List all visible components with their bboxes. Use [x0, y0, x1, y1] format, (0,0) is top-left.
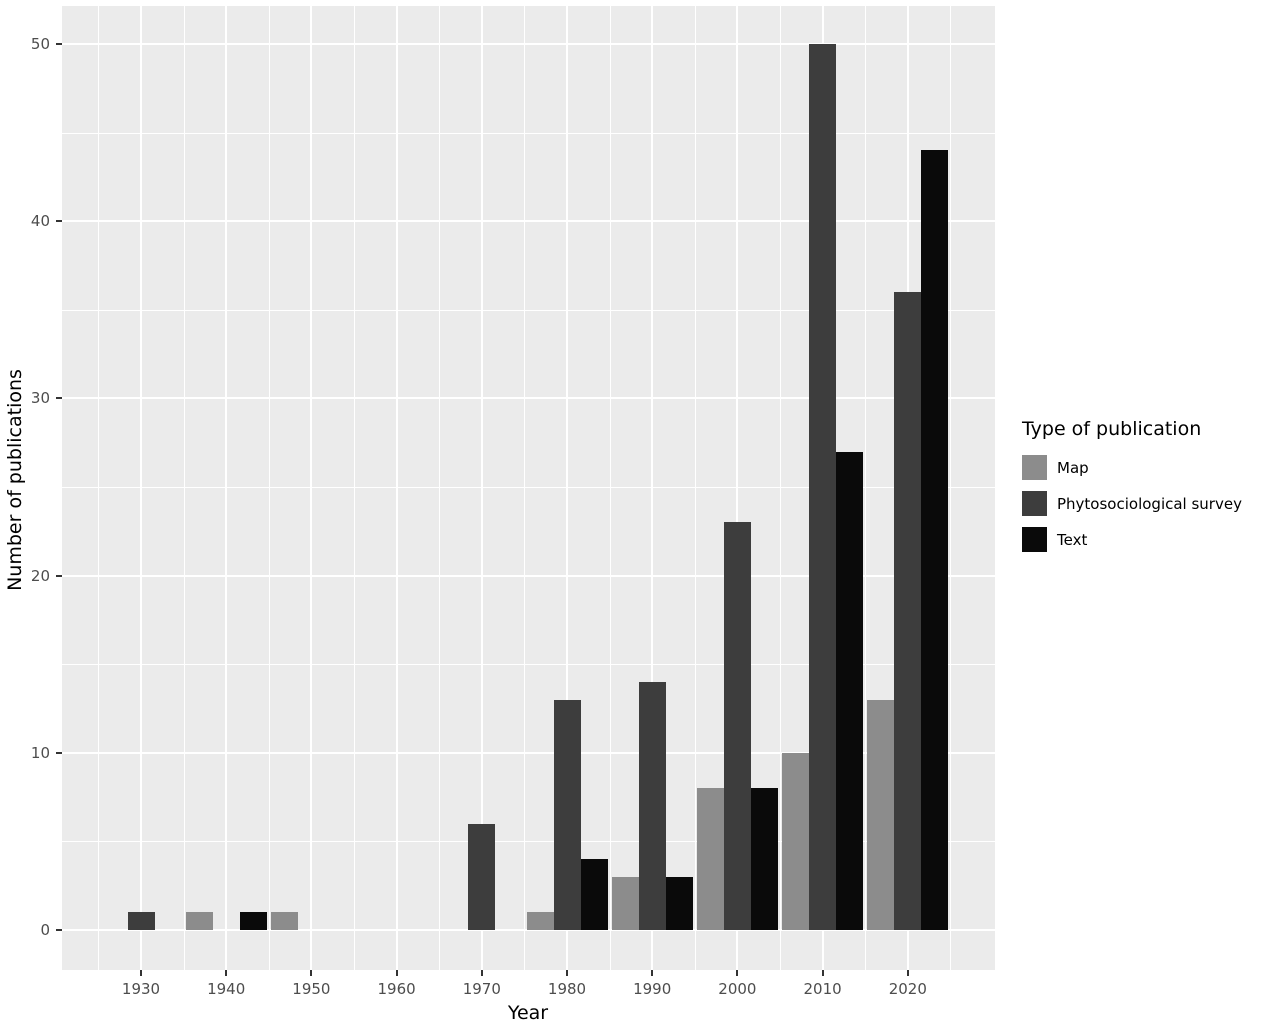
bar-text	[836, 451, 864, 930]
legend-item-map: Map	[1022, 455, 1280, 480]
y-axis-tick-mark	[56, 397, 62, 400]
x-axis-tick-label: 1960	[377, 980, 416, 998]
legend-item-text: Text	[1022, 527, 1280, 552]
bar-phytosociological-survey	[127, 912, 155, 930]
x-axis-tick-mark	[821, 970, 824, 976]
gridline-major-h	[62, 43, 995, 45]
x-axis-tick-label: 1930	[121, 980, 161, 998]
gridline-major-h	[62, 574, 995, 577]
gridline-major-v	[736, 6, 739, 970]
legend-item-label: Phytosociological survey	[1057, 494, 1242, 513]
x-axis-tick-label: 1990	[633, 980, 672, 998]
bar-phytosociological-survey	[553, 699, 581, 930]
y-axis-tick-mark	[56, 751, 62, 754]
gridline-major-v	[566, 6, 568, 970]
bar-phytosociological-survey	[723, 522, 751, 930]
y-axis-tick-label: 0	[40, 921, 50, 939]
legend-items: Map Phytosociological survey Text	[1022, 455, 1280, 552]
bar-map	[782, 752, 810, 930]
x-axis-tick-label: 1970	[462, 980, 501, 998]
gridline-major-v	[651, 6, 654, 970]
gridline-major-v	[225, 6, 228, 970]
y-axis-tick-mark	[56, 929, 62, 931]
y-axis-tick-label: 50	[30, 35, 50, 53]
gridline-minor-v	[609, 6, 611, 970]
gridline-major-v	[480, 6, 483, 970]
legend-key-swatch	[1022, 491, 1047, 516]
y-axis-tick-mark	[56, 220, 62, 223]
y-axis-tick-label: 20	[30, 566, 50, 585]
x-axis-tick-mark	[140, 970, 142, 976]
gridline-major-v	[395, 6, 398, 970]
x-axis-title: Year	[507, 1002, 549, 1024]
legend-item-phytosociological-survey: Phytosociological survey	[1022, 491, 1280, 516]
x-axis-tick-mark	[480, 970, 483, 976]
gridline-minor-v	[950, 6, 952, 970]
x-axis-tick-mark	[651, 970, 654, 976]
legend-key-swatch	[1022, 455, 1047, 480]
bar-map	[867, 699, 895, 930]
gridline-minor-v	[780, 6, 781, 970]
gridline-minor-v	[98, 6, 100, 970]
bar-text	[665, 876, 693, 930]
gridline-major-h	[62, 751, 995, 754]
bar-map	[270, 912, 298, 930]
gridline-minor-h	[62, 309, 995, 311]
x-axis-tick-label: 2020	[888, 980, 927, 998]
x-axis-tick-mark	[225, 970, 228, 976]
gridline-minor-v	[183, 6, 185, 970]
legend-key-swatch	[1022, 527, 1047, 552]
bar-map	[185, 912, 213, 930]
gridline-major-h	[62, 397, 995, 400]
gridline-minor-v	[268, 6, 270, 970]
bar-phytosociological-survey	[468, 823, 496, 930]
gridline-major-v	[140, 6, 142, 970]
gridline-major-v	[310, 6, 313, 970]
gridline-minor-v	[354, 6, 355, 970]
bar-map	[611, 876, 639, 930]
plot-panel	[62, 6, 995, 970]
gridline-minor-h	[62, 664, 995, 666]
bar-phytosociological-survey	[894, 292, 922, 930]
x-axis-tick-mark	[310, 970, 313, 976]
y-axis-tick-label: 40	[30, 212, 50, 231]
gridline-minor-v	[865, 6, 867, 970]
y-axis-tick-label: 30	[30, 389, 50, 408]
x-axis-tick-label: 1980	[547, 980, 587, 998]
x-axis-tick-mark	[566, 970, 568, 976]
x-axis-tick-label: 2000	[718, 980, 757, 998]
x-axis-tick-label: 2010	[803, 980, 842, 998]
legend-item-label: Text	[1057, 530, 1088, 549]
bar-text	[921, 150, 949, 930]
gridline-minor-h	[62, 132, 995, 134]
legend-item-label: Map	[1057, 458, 1089, 477]
gridline-major-h	[62, 220, 995, 223]
x-axis-tick-mark	[395, 970, 398, 976]
gridline-major-h	[62, 929, 995, 931]
gridline-minor-v	[439, 6, 441, 970]
y-axis-tick-mark	[56, 43, 62, 45]
gridline-minor-v	[694, 6, 696, 970]
bar-text	[239, 912, 267, 930]
gridline-minor-h	[62, 487, 995, 488]
x-axis-tick-label: 1950	[292, 980, 331, 998]
bar-phytosociological-survey	[809, 44, 837, 930]
bar-map	[526, 912, 554, 930]
legend-title: Type of publication	[1022, 418, 1202, 440]
bar-map	[696, 788, 724, 930]
bar-phytosociological-survey	[638, 681, 666, 930]
gridline-minor-v	[524, 6, 526, 970]
x-axis-tick-label: 1940	[207, 980, 246, 998]
legend: Type of publication Map Phytosociological…	[1022, 418, 1280, 563]
x-axis-tick-mark	[906, 970, 909, 976]
gridline-minor-h	[62, 841, 995, 843]
bar-text	[750, 788, 778, 930]
y-axis-tick-label: 10	[30, 743, 50, 762]
y-axis-tick-mark	[56, 574, 62, 577]
x-axis-tick-mark	[736, 970, 739, 976]
bar-text	[580, 859, 608, 930]
